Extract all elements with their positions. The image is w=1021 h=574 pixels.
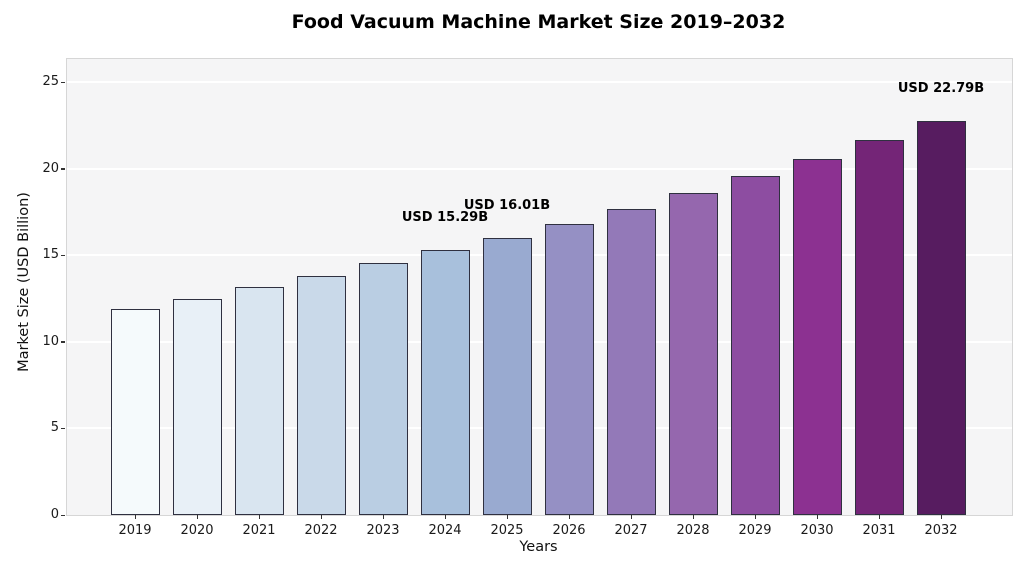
bar-2025: [482, 237, 532, 515]
gridline-20: [67, 167, 1012, 170]
x-tick-label-2027: 2027: [614, 523, 648, 538]
chart-title: Food Vacuum Machine Market Size 2019–203…: [291, 11, 786, 33]
y-tick-label-15: 15: [42, 247, 59, 263]
bar-2031: [854, 140, 904, 515]
gridline-5: [67, 427, 1012, 430]
x-tick-mark-2026: [568, 515, 570, 519]
bar-2020: [172, 298, 222, 515]
y-tick-mark-20: [61, 168, 65, 170]
x-tick-mark-2027: [630, 515, 632, 519]
x-tick-label-2031: 2031: [862, 523, 896, 538]
bar-2022: [296, 275, 346, 515]
x-tick-label-2021: 2021: [242, 523, 276, 538]
x-tick-label-2032: 2032: [924, 523, 958, 538]
x-tick-label-2024: 2024: [428, 523, 462, 538]
x-tick-mark-2028: [692, 515, 694, 519]
y-tick-label-0: 0: [50, 507, 59, 522]
annotation-2032: USD 22.79B: [897, 80, 985, 96]
bar-2023: [358, 263, 408, 515]
y-tick-mark-0: [61, 514, 65, 516]
x-tick-label-2026: 2026: [552, 523, 586, 538]
y-tick-label-10: 10: [42, 333, 59, 349]
x-tick-mark-2029: [754, 515, 756, 519]
x-tick-mark-2025: [506, 515, 508, 519]
x-tick-mark-2022: [320, 515, 322, 519]
annotation-2024: USD 15.29B: [401, 210, 489, 226]
x-tick-mark-2019: [134, 515, 136, 519]
x-tick-label-2023: 2023: [366, 523, 400, 538]
bar-2028: [668, 192, 718, 515]
bar-2029: [730, 176, 780, 515]
y-tick-label-25: 25: [42, 74, 59, 90]
plot-area: 0 5 10 15 20 25 2019 2020 2021 2022 2023 2024 2025 20…: [42, 58, 1013, 538]
x-tick-label-2029: 2029: [738, 523, 772, 538]
gridline-15: [67, 254, 1012, 257]
x-tick-mark-2021: [258, 515, 260, 519]
bar-2021: [234, 287, 284, 515]
x-axis-label: Years: [519, 539, 558, 555]
x-tick-mark-2030: [816, 515, 818, 519]
x-tick-label-2025: 2025: [490, 523, 524, 538]
bar-2032: [916, 120, 966, 515]
y-tick-label-5: 5: [50, 420, 59, 436]
gridline-25: [67, 81, 1012, 84]
x-tick-label-2028: 2028: [676, 523, 710, 538]
x-tick-label-2022: 2022: [304, 523, 338, 538]
y-tick-mark-25: [61, 81, 65, 84]
gridline-10: [67, 340, 1012, 343]
bar-2030: [792, 158, 842, 515]
annotation-2025: USD 16.01B: [463, 197, 551, 213]
bar-2027: [606, 208, 656, 515]
x-tick-mark-2020: [196, 515, 198, 519]
x-tick-mark-2032: [940, 515, 942, 519]
x-tick-mark-2024: [444, 515, 446, 519]
x-tick-mark-2031: [878, 515, 880, 519]
x-tick-label-2030: 2030: [800, 523, 834, 538]
y-tick-label-20: 20: [42, 160, 59, 176]
bar-2024: [420, 250, 470, 515]
y-tick-mark-15: [61, 254, 65, 257]
x-tick-mark-2023: [382, 515, 384, 519]
bar-2026: [544, 223, 594, 515]
x-tick-label-2019: 2019: [118, 523, 152, 538]
y-tick-mark-10: [61, 341, 65, 343]
x-tick-label-2020: 2020: [180, 523, 214, 538]
bar-2019: [110, 309, 160, 515]
y-tick-mark-5: [61, 427, 65, 430]
